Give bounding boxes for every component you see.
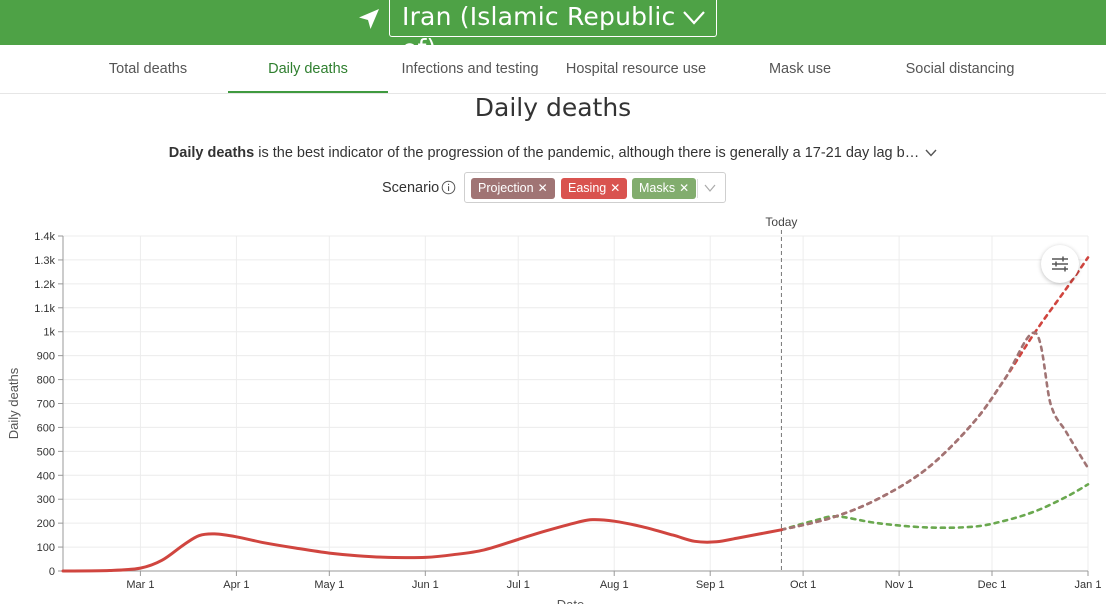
y-tick-label: 0 bbox=[49, 566, 55, 578]
scenario-select[interactable]: Projection ✕ Easing ✕ Masks ✕ bbox=[464, 172, 726, 203]
y-tick-label: 200 bbox=[37, 518, 55, 530]
series-line-observed bbox=[61, 518, 783, 573]
y-tick-label: 1.1k bbox=[34, 303, 55, 315]
description-text: is the best indicator of the progression… bbox=[254, 145, 920, 161]
x-tick-label: Jun 1 bbox=[412, 579, 439, 591]
series-line-masks bbox=[780, 483, 1090, 532]
y-tick-label: 800 bbox=[37, 375, 55, 387]
y-axis-title: Daily deaths bbox=[6, 367, 21, 439]
y-tick-label: 700 bbox=[37, 399, 55, 411]
scenario-label: Scenario bbox=[382, 180, 440, 196]
x-tick-label: Apr 1 bbox=[223, 579, 249, 591]
close-icon[interactable]: ✕ bbox=[610, 181, 621, 195]
x-tick-label: Jul 1 bbox=[507, 579, 530, 591]
x-tick-label: May 1 bbox=[314, 579, 344, 591]
chip-label: Projection bbox=[478, 181, 534, 195]
scenario-chip-easing[interactable]: Easing ✕ bbox=[561, 178, 628, 199]
y-tick-label: 300 bbox=[37, 494, 55, 506]
tab-total-deaths[interactable]: Total deaths bbox=[108, 61, 188, 77]
scenario-chip-projection[interactable]: Projection ✕ bbox=[471, 178, 555, 199]
chevron-down-icon[interactable] bbox=[703, 182, 717, 194]
tab-infections-and-testing[interactable]: Infections and testing bbox=[401, 61, 539, 77]
tab-hospital-resource-use[interactable]: Hospital resource use bbox=[565, 61, 707, 77]
tab-mask-use[interactable]: Mask use bbox=[768, 61, 832, 77]
top-bar: Iran (Islamic Republic of) bbox=[0, 0, 1106, 63]
y-tick-label: 900 bbox=[37, 351, 55, 363]
chip-label: Easing bbox=[568, 181, 607, 195]
tab-bar: Total deaths Daily deaths Infections and… bbox=[0, 45, 1106, 94]
tab-daily-deaths[interactable]: Daily deaths bbox=[228, 45, 388, 93]
y-tick-label: 400 bbox=[37, 470, 55, 482]
chevron-down-icon[interactable] bbox=[925, 149, 937, 157]
y-tick-label: 1k bbox=[43, 327, 55, 339]
x-tick-label: Aug 1 bbox=[600, 579, 629, 591]
y-tick-label: 100 bbox=[37, 542, 55, 554]
sliders-icon bbox=[1052, 256, 1068, 272]
divider bbox=[697, 179, 698, 198]
daily-deaths-chart: 0 100 200 300 400 500 600 700 800 900 1k 1.1k 1.2k 1.… bbox=[6, 215, 1102, 604]
country-dropdown[interactable]: Iran (Islamic Republic of) bbox=[389, 0, 717, 63]
x-axis-title: Date bbox=[557, 597, 584, 604]
y-tick-label: 500 bbox=[37, 446, 55, 458]
y-tick-label: 1.2k bbox=[34, 279, 55, 291]
x-tick-label: Jan 1 bbox=[1075, 579, 1102, 591]
series-line-easing bbox=[780, 256, 1090, 532]
chevron-down-icon bbox=[683, 11, 705, 25]
x-tick-label: Dec 1 bbox=[978, 579, 1007, 591]
country-name: Iran (Islamic Republic of) bbox=[402, 2, 676, 63]
chart-settings-button[interactable] bbox=[1041, 245, 1079, 283]
y-tick-label: 600 bbox=[37, 422, 55, 434]
info-icon[interactable] bbox=[441, 180, 456, 195]
page-title: Daily deaths bbox=[474, 93, 632, 122]
chip-label: Masks bbox=[639, 181, 676, 195]
scenario-chip-masks[interactable]: Masks ✕ bbox=[632, 178, 697, 199]
x-tick-label: Nov 1 bbox=[885, 579, 914, 591]
series-line-projection bbox=[780, 331, 1090, 532]
y-tick-label: 1.3k bbox=[34, 255, 55, 267]
today-label: Today bbox=[765, 215, 797, 229]
tab-social-distancing[interactable]: Social distancing bbox=[905, 61, 1015, 77]
x-tick-label: Sep 1 bbox=[696, 579, 725, 591]
close-icon[interactable]: ✕ bbox=[537, 181, 548, 195]
close-icon[interactable]: ✕ bbox=[679, 181, 690, 195]
chart-description[interactable]: Daily deaths is the best indicator of th… bbox=[0, 143, 1106, 163]
x-tick-label: Mar 1 bbox=[126, 579, 154, 591]
description-bold: Daily deaths bbox=[168, 145, 255, 161]
x-tick-label: Oct 1 bbox=[790, 579, 816, 591]
y-tick-label: 1.4k bbox=[34, 231, 55, 243]
navigation-arrow-icon[interactable] bbox=[357, 7, 381, 31]
